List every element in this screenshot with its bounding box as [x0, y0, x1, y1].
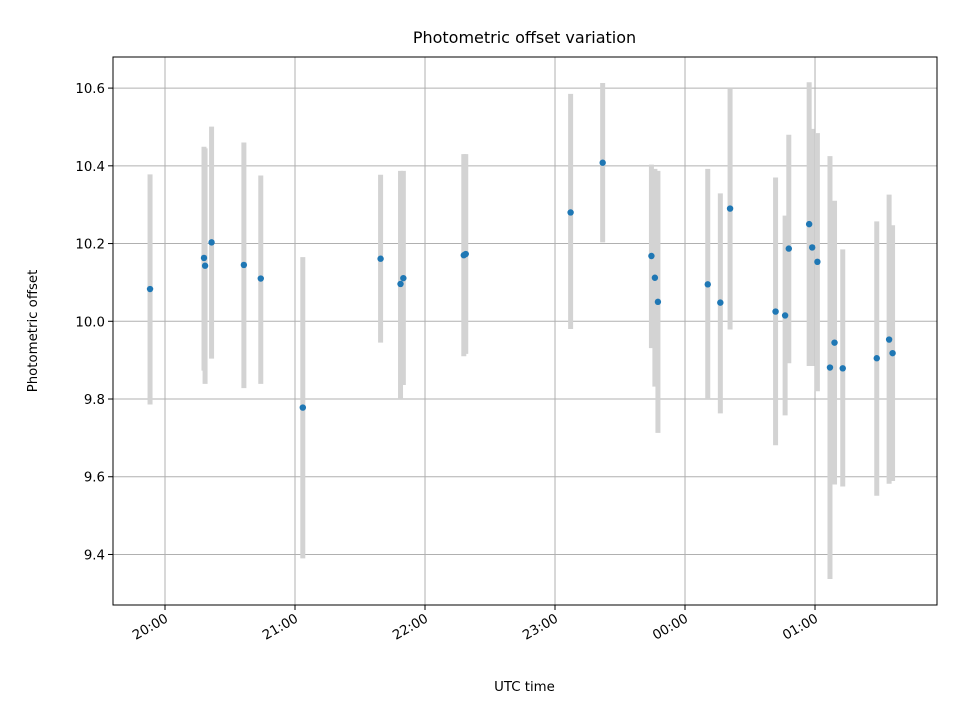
x-tick-label: 23:00 — [520, 611, 561, 643]
data-point — [781, 312, 789, 319]
y-tick-label: 9.8 — [84, 393, 105, 408]
x-tick-label: 01:00 — [780, 611, 821, 643]
data-point — [146, 285, 154, 293]
data-point — [257, 275, 264, 282]
data-point — [831, 339, 838, 346]
data-points — [146, 159, 896, 411]
data-point — [201, 262, 209, 269]
data-point — [654, 298, 662, 306]
data-point — [599, 159, 606, 166]
data-point — [299, 404, 307, 411]
x-axis-ticks: 20:00 21:00 22:00 23:00 00:00 01:00 — [130, 605, 821, 644]
data-point — [873, 355, 880, 362]
data-point — [726, 205, 734, 212]
data-point — [889, 349, 896, 357]
y-axis-ticks: 9.4 9.6 9.8 10.0 10.2 10.4 10.6 — [75, 82, 113, 563]
errorbars — [147, 82, 896, 579]
chart-title: Photometric offset variation — [413, 28, 636, 47]
data-point — [808, 244, 816, 251]
y-axis-label: Photometric offset — [26, 270, 41, 393]
x-axis-label: UTC time — [494, 680, 555, 695]
data-point — [839, 365, 846, 372]
data-point — [651, 274, 659, 281]
data-point — [377, 255, 384, 262]
data-point — [462, 250, 469, 258]
y-tick-label: 9.6 — [84, 471, 105, 486]
data-point — [200, 254, 208, 262]
x-tick-label: 20:00 — [130, 611, 171, 643]
data-point — [826, 364, 834, 371]
y-tick-label: 10.0 — [75, 315, 105, 330]
data-point — [397, 280, 404, 288]
data-point — [772, 308, 779, 315]
y-tick-label: 9.4 — [84, 548, 105, 563]
data-point — [567, 209, 574, 216]
x-tick-label: 00:00 — [650, 611, 691, 643]
data-point — [805, 220, 813, 228]
data-point — [704, 281, 711, 288]
data-point — [814, 258, 821, 266]
plot-frame — [112, 56, 938, 606]
data-point — [885, 336, 893, 343]
data-point — [400, 274, 407, 282]
y-tick-label: 10.2 — [75, 238, 105, 253]
y-tick-label: 10.6 — [75, 82, 105, 97]
data-point — [648, 252, 655, 260]
y-tick-label: 10.4 — [75, 160, 105, 175]
data-point — [717, 299, 724, 306]
data-point — [208, 239, 215, 246]
x-tick-label: 21:00 — [260, 611, 301, 643]
data-point — [785, 245, 792, 252]
data-point — [240, 261, 248, 269]
x-tick-label: 22:00 — [390, 611, 431, 643]
